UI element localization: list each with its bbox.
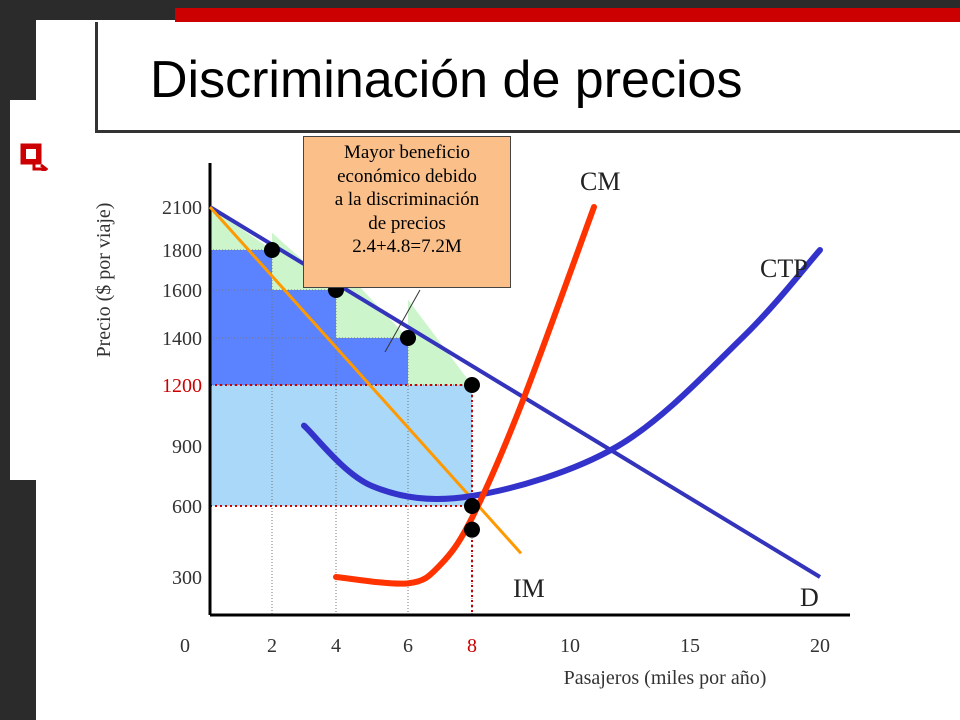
- marginal-cost-curve: [333, 204, 597, 587]
- data-point-3: [400, 330, 416, 346]
- x-tick-label-4: 6: [403, 635, 413, 657]
- y-tick-label-4: 1400: [162, 328, 202, 350]
- average-cost-curve: [301, 247, 823, 502]
- x-tick-label-6: 10: [560, 635, 580, 657]
- data-point-5: [464, 498, 480, 514]
- x-tick-label-3: 4: [331, 635, 341, 657]
- x-tick-label-7: 15: [680, 635, 700, 657]
- series-label-d: D: [800, 583, 819, 612]
- x-tick-label-1: 0: [180, 635, 190, 657]
- annotation-line-5: 2.4+4.8=7.2M: [352, 236, 462, 257]
- profit-annotation-box: Mayor beneficio económico debido a la di…: [303, 136, 511, 288]
- x-axis-title: Pasajeros (miles por año): [564, 667, 767, 689]
- annotation-pointer: [384, 289, 421, 353]
- y-axis-title: Precio ($ por viaje): [93, 203, 115, 358]
- data-point-1: [264, 242, 280, 258]
- y-tick-label-5: 1200: [162, 375, 202, 397]
- series-label-ctp: CTP: [760, 254, 808, 283]
- series-label-im: IM: [513, 574, 545, 603]
- data-point-6: [464, 521, 480, 538]
- slide-title: Discriminación de precios: [150, 51, 743, 109]
- series-label-cm: CM: [580, 167, 620, 196]
- slide-bullet-icon: [20, 143, 48, 171]
- y-tick-label-6: 900: [172, 436, 202, 458]
- top-accent-bar: [175, 8, 960, 26]
- y-tick-label-2: 1800: [162, 240, 202, 262]
- annotation-line-1: Mayor beneficio: [343, 142, 471, 163]
- y-tick-label-3: 1600: [162, 280, 202, 302]
- annotation-line-3: a la discriminación: [334, 189, 480, 210]
- y-tick-label-7: 600: [172, 496, 202, 518]
- title-frame: [95, 22, 960, 133]
- y-tick-label-8: 300: [172, 567, 202, 589]
- uniform-profit-area: [210, 385, 472, 506]
- x-tick-label-2: 2: [267, 635, 277, 657]
- annotation-line-2: económico debido: [337, 165, 477, 187]
- remaining-surplus-triangle-4: [408, 299, 472, 385]
- x-tick-label-5: 8: [467, 635, 477, 657]
- data-point-4: [464, 377, 480, 393]
- x-tick-label-8: 20: [810, 635, 830, 657]
- annotation-line-4: de precios: [368, 212, 446, 234]
- extra-profit-step-1: [210, 250, 272, 385]
- y-tick-label-1: 2100: [162, 197, 202, 219]
